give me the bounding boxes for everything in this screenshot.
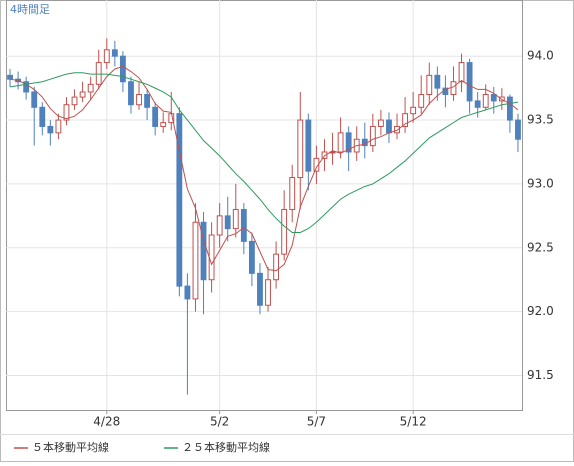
candle-body bbox=[482, 94, 489, 108]
y-tick-label: 93.0 bbox=[527, 176, 554, 190]
candle-body bbox=[128, 81, 134, 106]
candle-body bbox=[144, 94, 151, 108]
candle-body bbox=[402, 113, 409, 127]
candle-body bbox=[273, 253, 280, 281]
candle-body bbox=[71, 96, 78, 106]
candle-body bbox=[103, 49, 110, 64]
candle-body bbox=[248, 240, 255, 274]
y-tick-label: 93.5 bbox=[527, 113, 554, 127]
candle-body bbox=[345, 132, 352, 153]
legend-label: ５本移動平均線 bbox=[32, 440, 109, 454]
candle-body bbox=[281, 208, 288, 255]
ma-line bbox=[9, 72, 519, 233]
candle-body bbox=[506, 96, 513, 121]
candle-body bbox=[386, 119, 392, 134]
candle-body bbox=[474, 100, 481, 108]
candle-body bbox=[434, 74, 441, 89]
candle-body bbox=[321, 151, 328, 159]
candle-body bbox=[240, 208, 247, 242]
plot-area bbox=[6, 0, 523, 411]
candle-body bbox=[87, 83, 94, 93]
candle-body bbox=[23, 81, 30, 93]
candle-body bbox=[377, 119, 384, 127]
candle-body bbox=[95, 62, 102, 85]
x-tick-label: 5/7 bbox=[307, 415, 326, 429]
chart-title: 4時間足 bbox=[10, 3, 50, 16]
y-tick-label: 92.5 bbox=[527, 240, 554, 254]
candle-body bbox=[216, 215, 223, 236]
candle-body bbox=[136, 94, 142, 106]
y-tick-label: 91.5 bbox=[527, 368, 554, 382]
ma-line bbox=[9, 65, 519, 272]
candle-body bbox=[498, 96, 505, 102]
x-tick-label: 5/2 bbox=[210, 415, 229, 429]
candle-body bbox=[224, 215, 231, 230]
candle-body bbox=[426, 74, 433, 96]
candle-body bbox=[265, 279, 271, 306]
candle-body bbox=[111, 49, 118, 57]
y-tick-label: 92.0 bbox=[527, 304, 554, 318]
candle-body bbox=[119, 55, 126, 83]
candle-body bbox=[31, 91, 38, 108]
candle-body bbox=[289, 177, 296, 210]
candle-body bbox=[410, 106, 417, 115]
candle-body bbox=[176, 113, 183, 287]
candle-body bbox=[39, 106, 46, 127]
candle-body bbox=[297, 119, 304, 179]
candle-body bbox=[418, 94, 425, 108]
candle-body bbox=[63, 104, 70, 121]
candle-body bbox=[47, 125, 54, 134]
candle-body bbox=[152, 106, 159, 127]
candle-body bbox=[369, 125, 376, 147]
candle-body bbox=[208, 234, 215, 281]
candle-body bbox=[313, 157, 320, 172]
candle-body bbox=[515, 119, 521, 140]
candle-body bbox=[7, 74, 13, 80]
candle-body bbox=[490, 94, 497, 102]
candle-body bbox=[79, 91, 86, 98]
candle-body bbox=[458, 62, 465, 83]
x-tick-label: 5/12 bbox=[400, 415, 427, 429]
candle-body bbox=[55, 119, 62, 134]
x-tick-label: 4/28 bbox=[93, 415, 120, 429]
candle-body bbox=[466, 62, 473, 102]
y-tick-label: 94.0 bbox=[527, 49, 554, 63]
legend-label: ２５本移動平均線 bbox=[182, 440, 270, 454]
candle-body bbox=[160, 122, 167, 127]
candle-body bbox=[337, 132, 344, 153]
candle-body bbox=[257, 272, 263, 306]
candle-body bbox=[232, 208, 239, 230]
candle-body bbox=[305, 119, 312, 172]
candle-body bbox=[184, 285, 191, 300]
candle-body bbox=[450, 81, 457, 96]
candle-body bbox=[200, 221, 207, 281]
candle-body bbox=[394, 125, 400, 134]
candle-body bbox=[192, 221, 199, 300]
